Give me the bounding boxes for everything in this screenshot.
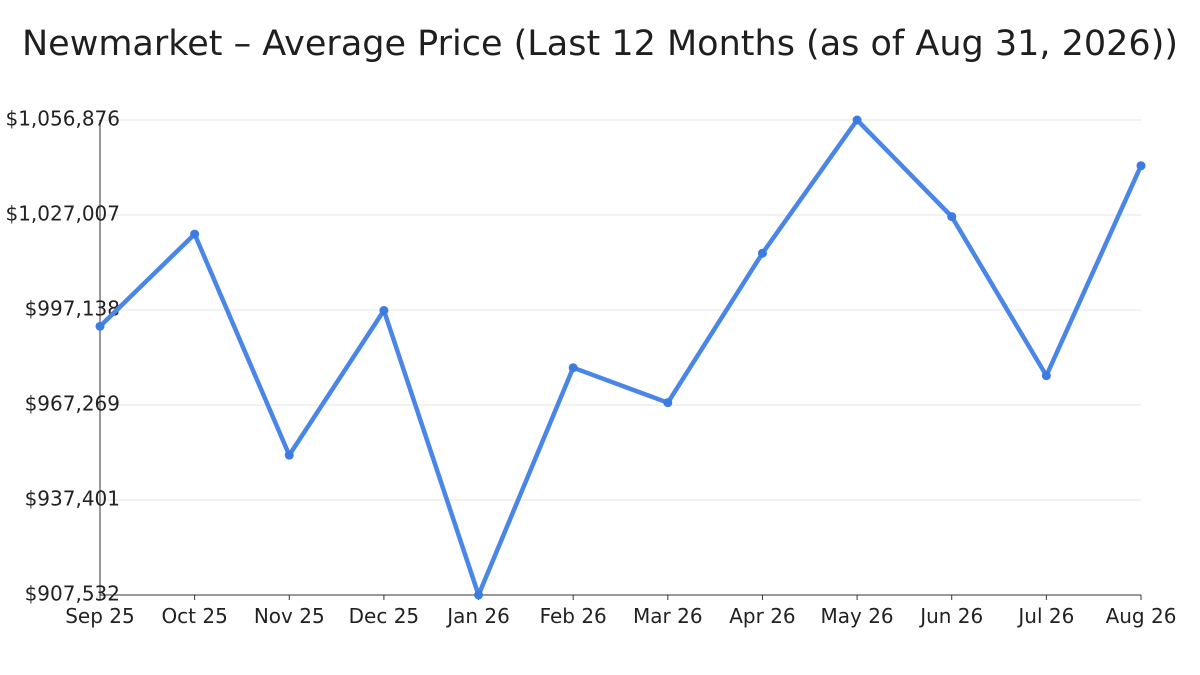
x-tick-label: Jul 26 (1016, 604, 1074, 628)
y-tick-label: $937,401 (25, 486, 120, 510)
y-tick-label: $997,138 (25, 297, 120, 321)
data-point (852, 115, 862, 125)
series-layer (95, 115, 1146, 600)
y-tick-label: $907,532 (25, 582, 120, 606)
x-tick-label: Dec 25 (349, 604, 420, 628)
y-tick-labels: $907,532 $937,401 $967,269 $997,138 $1,027,0… (5, 107, 120, 606)
y-tick-label: $967,269 (25, 392, 120, 416)
y-tick-label: $1,056,876 (5, 107, 120, 131)
series-line (97, 117, 1144, 598)
x-tick-labels: Sep 25 Oct 25 Nov 25 Dec 25 Jan 26 Feb 26 Mar … (65, 604, 1176, 628)
data-point (379, 305, 389, 315)
x-tick-label: Jan 26 (445, 604, 510, 628)
data-point (757, 248, 767, 258)
chart-title: Newmarket – Average Price (Last 12 Month… (21, 24, 1179, 64)
data-point (663, 398, 673, 408)
x-tick-label: Apr 26 (729, 604, 795, 628)
data-point (190, 229, 200, 239)
x-tick-label: Feb 26 (540, 604, 607, 628)
x-tick-label: Mar 26 (633, 604, 703, 628)
data-point (284, 450, 294, 460)
x-tick-label: Oct 25 (161, 604, 227, 628)
data-point (1136, 161, 1146, 171)
axes (99, 120, 1142, 600)
x-tick-label: Aug 26 (1106, 604, 1177, 628)
data-point (568, 363, 578, 373)
data-point (474, 590, 484, 600)
data-point (947, 212, 957, 222)
x-tick-label: Nov 25 (254, 604, 325, 628)
gridlines (100, 119, 1141, 501)
y-tick-label: $1,027,007 (5, 202, 120, 226)
x-tick-label: Sep 25 (65, 604, 135, 628)
x-tick-label: Jun 26 (918, 604, 983, 628)
data-point (1041, 371, 1051, 381)
data-point (95, 321, 105, 331)
x-tick-label: May 26 (821, 604, 894, 628)
